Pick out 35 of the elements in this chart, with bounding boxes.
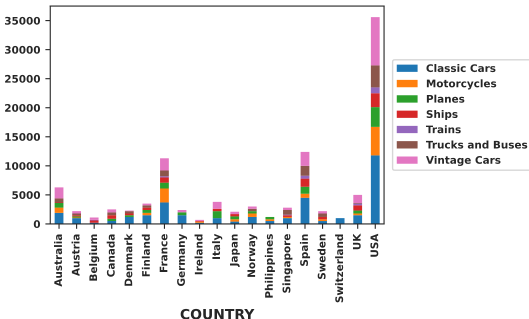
y-tick-label: 35000 [4, 16, 40, 25]
x-axis-title: COUNTRY [180, 308, 254, 319]
y-tick-label: 5000 [12, 191, 40, 199]
x-tick-label: France [160, 234, 168, 272]
y-tick-label: 10000 [5, 162, 40, 170]
legend-label: Vintage Cars [426, 156, 500, 166]
legend-label: Planes [426, 94, 464, 103]
legend-label: Motorcycles [426, 79, 496, 90]
x-tick-label: Singapore [282, 234, 293, 293]
x-tick-label: Finland [142, 234, 150, 276]
legend-label: Ships [426, 110, 458, 120]
x-tick-label: Denmark [124, 233, 132, 286]
legend-label: Trucks and Buses [426, 140, 528, 149]
x-tick-label: Ireland [194, 234, 203, 274]
x-tick-label: Canada [106, 234, 115, 277]
legend-label: Classic Cars [426, 64, 496, 72]
x-tick-label: Germany [177, 234, 188, 286]
x-tick-label: Austria [72, 234, 80, 276]
y-tick-label: 30000 [4, 46, 40, 54]
y-tick-label: 0 [34, 220, 40, 228]
x-tick-label: Japan [230, 234, 240, 268]
x-tick-label: Norway [247, 234, 258, 277]
x-tick-label: UK [352, 233, 361, 250]
x-tick-label: Philippines [264, 234, 275, 298]
legend-label: Trains [426, 125, 461, 134]
x-tick-label: Australia [54, 234, 62, 287]
x-tick-label: Belgium [89, 234, 100, 281]
x-tick-label: Spain [300, 234, 310, 266]
x-tick-label: Switzerland [335, 234, 344, 302]
y-tick-label: 25000 [5, 74, 40, 83]
x-tick-label: USA [370, 234, 378, 257]
y-tick-label: 15000 [5, 133, 40, 141]
x-tick-label: Italy [212, 234, 222, 259]
x-tick-label: Sweden [318, 234, 326, 280]
y-tick-label: 20000 [5, 104, 40, 112]
